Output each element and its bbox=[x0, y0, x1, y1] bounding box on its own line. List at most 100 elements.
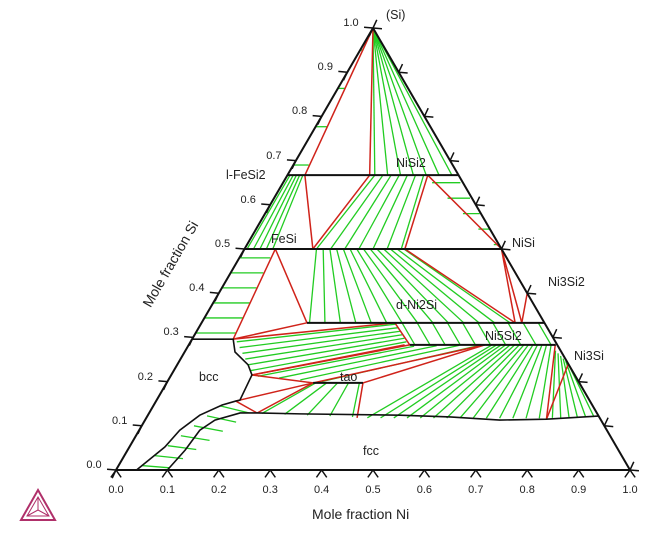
phase-boundary-curve bbox=[166, 412, 599, 471]
tie-line bbox=[372, 27, 440, 176]
three-phase-triangle-edge bbox=[394, 322, 411, 346]
three-phase-triangle-edge bbox=[368, 27, 374, 176]
three-phase-triangle-edge bbox=[251, 374, 314, 384]
tie-line bbox=[315, 174, 376, 250]
tie-line bbox=[472, 344, 529, 419]
three-phase-triangle-edge bbox=[274, 248, 308, 324]
fe-axis-tick bbox=[372, 19, 383, 30]
tie-line bbox=[401, 322, 416, 346]
phase-label-ni3si: Ni3Si bbox=[574, 349, 604, 363]
tie-line bbox=[559, 355, 570, 418]
ni-axis-tick bbox=[367, 469, 379, 478]
tie-line bbox=[349, 248, 388, 324]
three-phase-triangle-edge bbox=[545, 363, 570, 420]
tie-line bbox=[329, 248, 342, 323]
three-phase-triangle-edge bbox=[235, 382, 314, 402]
tie-line bbox=[193, 425, 223, 432]
tie-line bbox=[245, 334, 403, 360]
tie-line bbox=[246, 174, 291, 250]
tie-line bbox=[306, 382, 339, 416]
tie-line bbox=[406, 344, 507, 419]
ni-axis-tick bbox=[161, 469, 174, 478]
fe-axis-tick bbox=[500, 240, 511, 251]
tie-line bbox=[551, 350, 557, 418]
tie-line bbox=[400, 174, 425, 250]
ni-tick-label: 0.5 bbox=[365, 484, 381, 496]
phase-boundary-curve bbox=[136, 338, 253, 471]
ni-axis-tick bbox=[315, 469, 328, 478]
top-corner-label: (Si) bbox=[386, 8, 406, 22]
ni-tick-label: 1.0 bbox=[622, 484, 638, 496]
fe-axis-tick bbox=[449, 152, 460, 163]
ni-axis-tick bbox=[264, 469, 276, 478]
three-phase-triangle-edge bbox=[312, 344, 485, 384]
tie-line bbox=[219, 405, 250, 414]
fe-axis-tick bbox=[423, 107, 434, 118]
three-phase-triangle-edge bbox=[545, 344, 556, 420]
tie-line bbox=[446, 322, 461, 346]
tie-line bbox=[393, 344, 502, 419]
thermo-calc-logo-icon bbox=[19, 487, 57, 521]
si-tick-label: 0.9 bbox=[317, 61, 333, 74]
tie-line bbox=[372, 27, 402, 176]
tie-line bbox=[389, 248, 480, 324]
fe-axis-tick bbox=[398, 63, 408, 74]
tie-line bbox=[356, 248, 403, 324]
fe-axis-tick bbox=[629, 461, 640, 472]
tie-line bbox=[459, 344, 525, 419]
fe-axis-tick bbox=[603, 417, 614, 428]
ni-axis-tick bbox=[213, 469, 225, 478]
phase-label-nisi: NiSi bbox=[512, 236, 535, 250]
fe-axis-tick bbox=[577, 373, 588, 384]
si-tick-label: 0.3 bbox=[163, 326, 179, 339]
three-phase-triangle-edge bbox=[356, 382, 364, 418]
si-axis-tick bbox=[235, 247, 246, 258]
tie-line bbox=[386, 174, 417, 250]
ni-axis-tick bbox=[572, 469, 585, 478]
tie-line bbox=[167, 445, 197, 451]
ni-axis-tick bbox=[521, 469, 533, 478]
tie-line bbox=[565, 361, 587, 418]
tie-line bbox=[308, 248, 318, 323]
three-phase-triangle-edge bbox=[235, 400, 258, 414]
si-tick-label: 0.1 bbox=[112, 414, 128, 427]
tie-line bbox=[272, 174, 304, 250]
tie-line bbox=[396, 248, 495, 324]
tie-line bbox=[322, 248, 326, 323]
three-phase-triangle-edge bbox=[304, 175, 314, 250]
tie-line bbox=[180, 435, 210, 442]
tie-line bbox=[242, 330, 401, 354]
three-phase-triangle-edge bbox=[500, 248, 523, 324]
tie-line bbox=[300, 344, 460, 381]
tie-line bbox=[372, 27, 414, 176]
ni-tick-label: 0.6 bbox=[416, 484, 433, 496]
tie-line bbox=[376, 248, 449, 324]
fe-axis-tick bbox=[526, 284, 537, 295]
tie-line bbox=[265, 174, 301, 250]
three-phase-triangle-edge bbox=[404, 248, 516, 324]
tie-line bbox=[372, 27, 376, 176]
si-axis-tick bbox=[312, 114, 323, 125]
three-phase-triangle-edge bbox=[233, 322, 395, 340]
three-phase-triangle-edge bbox=[251, 344, 405, 376]
three-phase-triangle-edge bbox=[233, 322, 308, 340]
tie-line bbox=[372, 27, 389, 176]
tie-line bbox=[330, 174, 384, 250]
tie-line bbox=[141, 464, 170, 469]
ni-tick-label: 0.8 bbox=[519, 484, 535, 496]
fe-axis-tick bbox=[475, 196, 485, 207]
tie-line bbox=[236, 323, 397, 343]
si-axis-tick bbox=[132, 424, 143, 435]
tie-line bbox=[522, 322, 537, 346]
tie-line bbox=[538, 344, 552, 419]
tie-line bbox=[358, 174, 400, 250]
three-phase-triangle-edge bbox=[304, 27, 374, 176]
three-phase-triangle-edge bbox=[404, 174, 429, 250]
three-phase-triangle-edge bbox=[232, 248, 277, 340]
tie-line bbox=[477, 322, 492, 346]
si-axis-tick bbox=[286, 159, 297, 170]
three-phase-triangle-edge bbox=[312, 174, 371, 250]
tie-line bbox=[433, 344, 516, 419]
tie-line bbox=[367, 344, 493, 419]
